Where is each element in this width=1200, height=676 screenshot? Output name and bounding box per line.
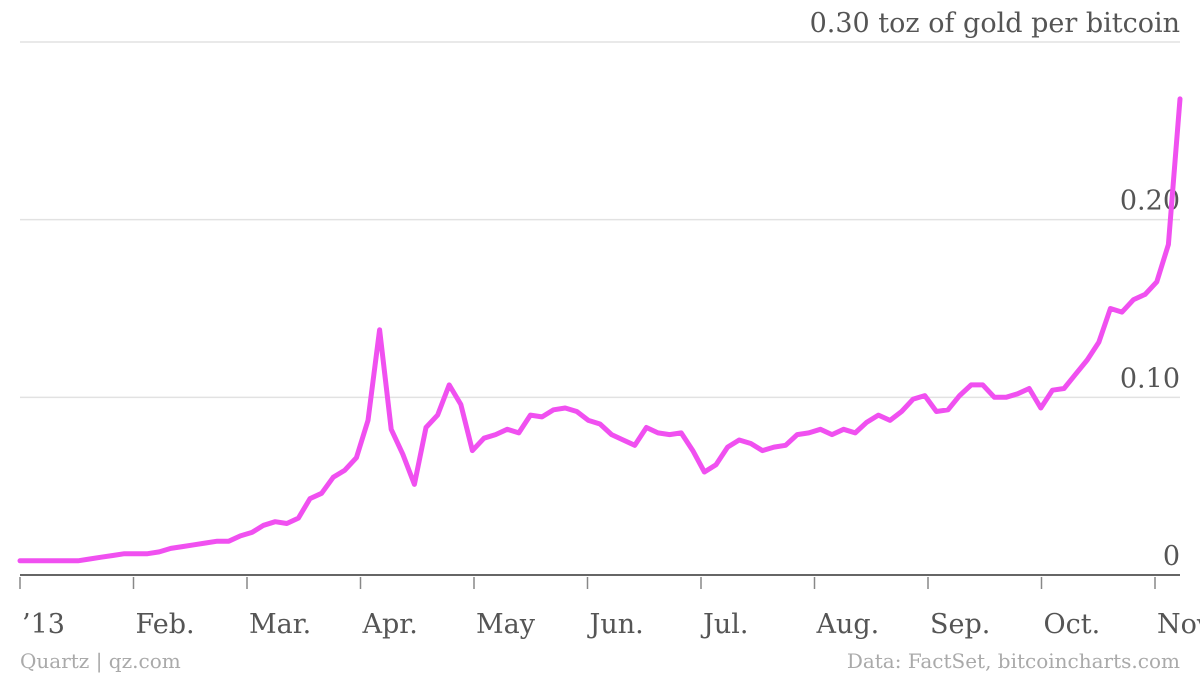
y-tick-label: 0.10	[1120, 363, 1180, 394]
y-tick-label: 0.30 toz of gold per bitcoin	[810, 8, 1180, 39]
x-tick-label: Sep.	[930, 609, 990, 640]
x-tick-label: ’13	[22, 609, 65, 640]
x-tick-label: Oct.	[1044, 609, 1101, 640]
source: Data: FactSet, bitcoincharts.com	[847, 649, 1180, 673]
x-tick-label: May	[476, 609, 536, 640]
x-tick-label: Aug.	[816, 609, 880, 640]
x-tick-label: Mar.	[249, 609, 311, 640]
x-tick-label: Feb.	[136, 609, 195, 640]
line	[17, 96, 1183, 564]
x-tick-label: Jun.	[587, 609, 644, 640]
x-tick-label: Nov.	[1157, 609, 1200, 640]
y-tick-label: 0	[1163, 541, 1180, 572]
credit: Quartz | qz.com	[20, 649, 181, 674]
x-tick-label: Jul.	[700, 609, 748, 640]
x-tick-label: Apr.	[362, 609, 418, 640]
